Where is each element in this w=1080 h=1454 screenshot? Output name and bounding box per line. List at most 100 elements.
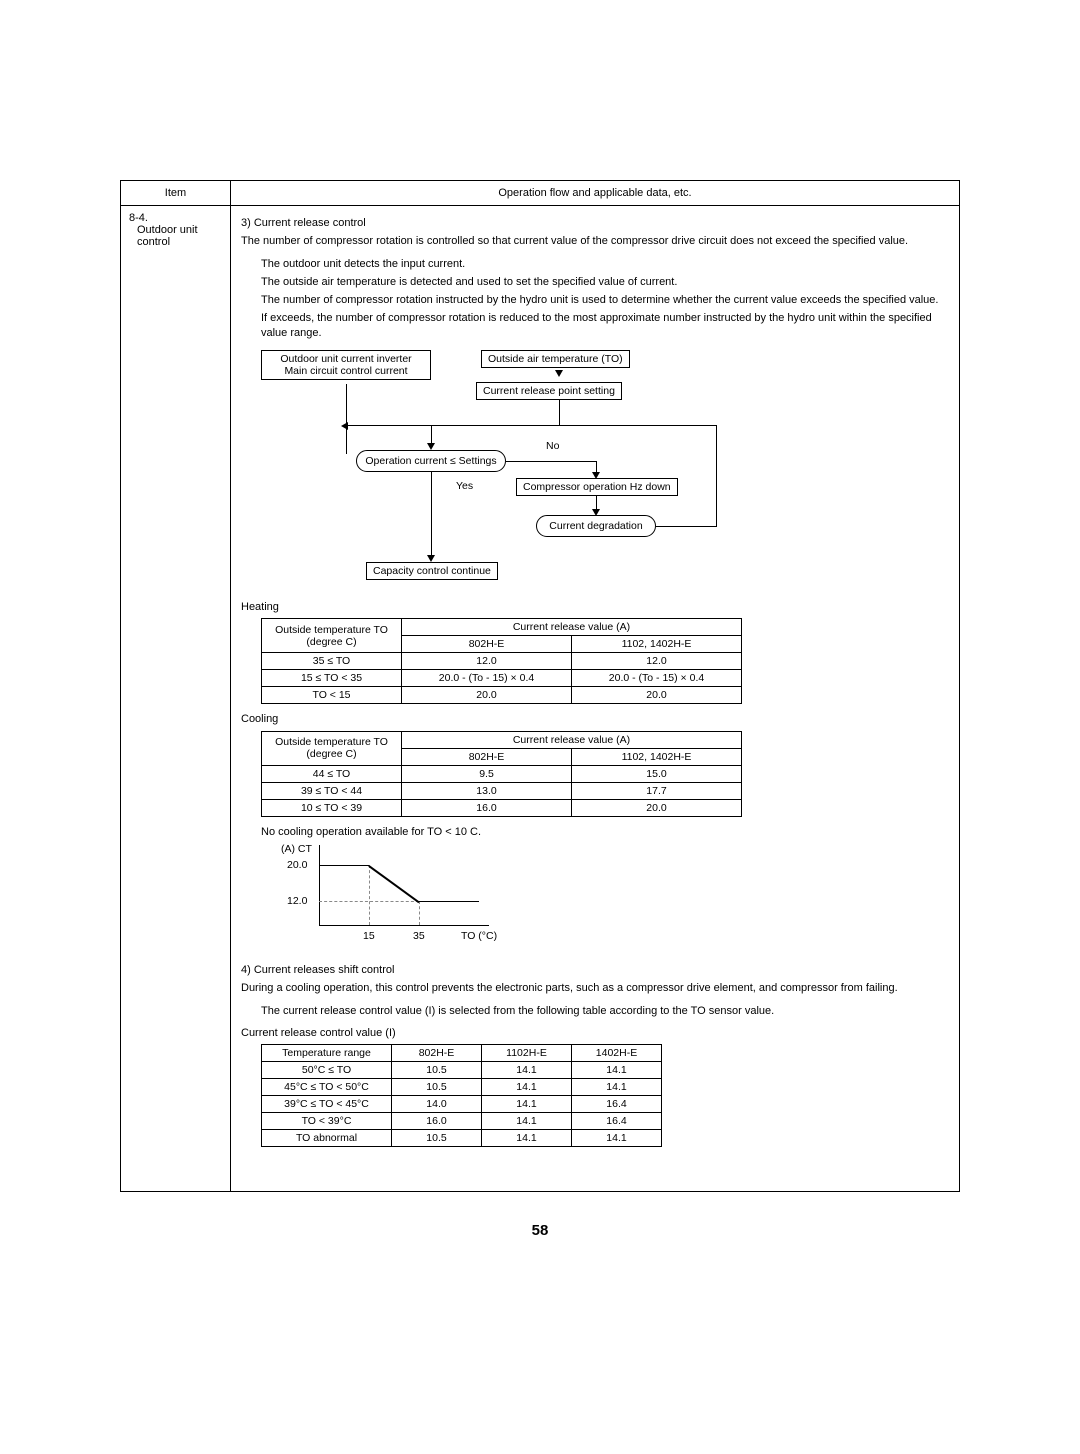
axis-x [319,925,489,926]
table-row: Temperature range 802H-E 1102H-E 1402H-E [262,1045,662,1062]
cell: 50°C ≤ TO [262,1062,392,1079]
cell: 20.0 [572,687,742,704]
line [346,425,560,426]
h-col0: Outside temperature TO (degree C) [262,619,402,653]
chart-y2: 12.0 [287,895,307,907]
fc-yes: Yes [456,480,473,492]
cell: 10.5 [392,1062,482,1079]
cell: 14.1 [572,1079,662,1096]
cell: 44 ≤ TO [262,765,402,782]
s3-bullets: The outdoor unit detects the input curre… [241,257,949,340]
cell: 39°C ≤ TO < 45°C [262,1096,392,1113]
s3-b3: The number of compressor rotation instru… [261,293,949,307]
h-col1: 802H-E [402,636,572,653]
cell: 16.0 [392,1113,482,1130]
item-title1: Outdoor unit [129,224,222,236]
cell: 12.0 [572,653,742,670]
line [431,425,432,445]
cell: 14.1 [482,1062,572,1079]
table-row: Outside temperature TO (degree C) Curren… [262,619,742,636]
arrow-icon [427,555,435,562]
table-row: 39°C ≤ TO < 45°C14.014.116.4 [262,1096,662,1113]
table-row: 45°C ≤ TO < 50°C10.514.114.1 [262,1079,662,1096]
table-row: 10 ≤ TO < 3916.020.0 [262,799,742,816]
line [656,526,716,527]
c-col1: 802H-E [402,748,572,765]
fc-box-to: Outside air temperature (TO) [481,350,630,368]
cell: 10 ≤ TO < 39 [262,799,402,816]
content-cell: 3) Current release control The number of… [231,206,960,1192]
plot-line [369,865,420,903]
h-col2: 1102, 1402H-E [572,636,742,653]
content-row: 8-4. Outdoor unit control 3) Current rel… [121,206,960,1192]
line [431,472,432,557]
fc-box-hzdown: Compressor operation Hz down [516,478,678,496]
cell: 16.4 [572,1113,662,1130]
fc-box1a: Outdoor unit current inverter [268,353,424,365]
cell: TO < 39°C [262,1113,392,1130]
line [559,425,717,426]
cell: 45°C ≤ TO < 50°C [262,1079,392,1096]
s3-desc: The number of compressor rotation is con… [241,234,949,248]
arrow-icon [427,443,435,450]
vdash [419,901,420,925]
cell: 35 ≤ TO [262,653,402,670]
s-c3: 1402H-E [572,1045,662,1062]
cell: 15 ≤ TO < 35 [262,670,402,687]
table-row: 35 ≤ TO12.012.0 [262,653,742,670]
table-row: Outside temperature TO (degree C) Curren… [262,731,742,748]
chart-xlabel: TO (°C) [461,930,497,942]
axis-y [319,845,320,925]
table-row: 44 ≤ TO9.515.0 [262,765,742,782]
item-cell: 8-4. Outdoor unit control [121,206,231,1192]
cell: TO < 15 [262,687,402,704]
cell: 16.4 [572,1096,662,1113]
chart-y1: 20.0 [287,859,307,871]
cell: 12.0 [402,653,572,670]
cell: 17.7 [572,782,742,799]
c-col2: 1102, 1402H-E [572,748,742,765]
line [506,461,596,462]
chart-ylabel: (A) CT [281,843,312,855]
table-row: 50°C ≤ TO10.514.114.1 [262,1062,662,1079]
cooling-note: No cooling operation available for TO < … [261,825,949,839]
main-table: Item Operation flow and applicable data,… [120,180,960,1192]
fc-box-capacity: Capacity control continue [366,562,498,580]
s4-desc: During a cooling operation, this control… [241,981,949,995]
cell: TO abnormal [262,1130,392,1147]
line [559,400,560,425]
item-num: 8-4. [129,212,222,224]
table-row: TO abnormal10.514.114.1 [262,1130,662,1147]
s4-tabletitle: Current release control value (I) [241,1026,949,1040]
s3-title: 3) Current release control [241,216,949,230]
line [346,384,347,454]
ct-chart: (A) CT 20.0 12.0 15 3 [281,845,541,955]
cell: 14.1 [482,1096,572,1113]
header-item: Item [121,181,231,206]
cell: 20.0 - (To - 15) × 0.4 [402,670,572,687]
cell: 9.5 [402,765,572,782]
table-row: 39 ≤ TO < 4413.017.7 [262,782,742,799]
header-operation: Operation flow and applicable data, etc. [231,181,960,206]
header-row: Item Operation flow and applicable data,… [121,181,960,206]
cell: 20.0 [402,687,572,704]
table-row: TO < 39°C16.014.116.4 [262,1113,662,1130]
cell: 14.0 [392,1096,482,1113]
s-c0: Temperature range [262,1045,392,1062]
fc-box-setting: Current release point setting [476,382,622,400]
shift-table: Temperature range 802H-E 1102H-E 1402H-E… [261,1044,662,1147]
cell: 13.0 [402,782,572,799]
line [716,425,717,527]
cell: 16.0 [402,799,572,816]
cooling-title: Cooling [241,712,949,726]
arrow-icon [341,422,348,430]
c-col0: Outside temperature TO (degree C) [262,731,402,765]
cell: 14.1 [572,1130,662,1147]
arrow-icon [555,370,563,377]
vdash [369,865,370,925]
plot-line [419,901,479,903]
cell: 14.1 [572,1062,662,1079]
cell: 20.0 [572,799,742,816]
table-row: TO < 1520.020.0 [262,687,742,704]
heating-table: Outside temperature TO (degree C) Curren… [261,618,742,704]
